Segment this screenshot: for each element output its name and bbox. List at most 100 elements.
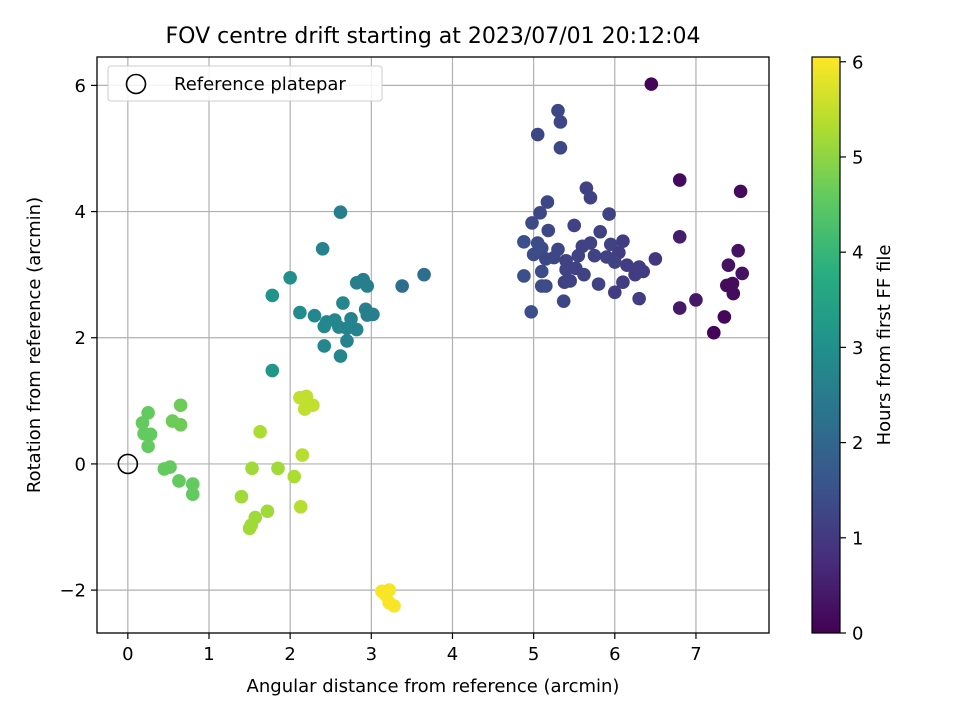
colorbar-tick-label: 0 [852, 624, 863, 645]
scatter-point [707, 325, 721, 340]
scatter-point [540, 195, 555, 209]
scatter-point [525, 216, 539, 230]
scatter-point [567, 218, 582, 233]
scatter-point [340, 334, 354, 348]
scatter-point [242, 521, 257, 536]
scatter-point [593, 224, 607, 239]
chart-title: FOV centre drift starting at 2023/07/01 … [166, 24, 701, 49]
colorbar-tick-label: 3 [852, 338, 863, 359]
x-tick-label: 4 [447, 644, 458, 665]
scatter-point [387, 599, 401, 613]
x-tick-label: 5 [528, 644, 539, 665]
grid [97, 57, 769, 633]
scatter-point [307, 308, 322, 323]
scatter-point [234, 489, 249, 504]
scatter-point [287, 469, 302, 484]
scatter-point [172, 474, 186, 488]
scatter-point [295, 448, 310, 462]
x-tick-label: 0 [122, 644, 133, 665]
scatter-point [539, 279, 553, 293]
x-tick-label: 2 [284, 644, 295, 665]
scatter-point [571, 248, 586, 263]
scatter-point [616, 234, 630, 249]
scatter-point [620, 258, 634, 272]
scatter-point [607, 255, 622, 269]
scatter-point [395, 279, 409, 293]
scatter-point [557, 275, 572, 290]
scatter-point [185, 477, 200, 491]
scatter-point [265, 363, 280, 378]
scatter-point [725, 276, 740, 291]
scatter-point [689, 293, 703, 307]
scatter-point [534, 264, 549, 279]
scatter-point [333, 205, 348, 219]
scatter-point [628, 267, 642, 282]
legend-reference-marker [125, 73, 147, 95]
x-axis-label: Angular distance from reference (arcmin) [247, 676, 620, 697]
scatter-point [360, 279, 375, 293]
scatter-point [648, 252, 663, 266]
scatter-point [271, 461, 285, 476]
scatter-point [141, 439, 155, 454]
scatter-point [293, 305, 307, 320]
scatter-point [173, 398, 188, 413]
scatter-point [260, 504, 275, 519]
scatter-point [297, 402, 312, 416]
scatter-point [587, 248, 602, 263]
scatter-point [583, 236, 598, 250]
scatter-point [530, 127, 545, 142]
reference-platepar-marker [117, 453, 139, 475]
scatter-point [672, 173, 687, 187]
scatter-points [135, 77, 750, 613]
colorbar-tick-label: 4 [852, 243, 863, 264]
scatter-point [283, 271, 297, 285]
colorbar-ticks: 0 1 2 3 4 5 6 [840, 52, 863, 645]
scatter-point [632, 291, 646, 306]
scatter-point [602, 207, 616, 221]
scatter-point [551, 103, 565, 118]
scatter-point [245, 461, 259, 476]
colorbar-gradient [811, 56, 841, 634]
scatter-point [672, 301, 687, 315]
scatter-point [517, 235, 531, 249]
scatter-point [644, 77, 659, 91]
y-axis-label: Rotation from reference (arcmin) [24, 197, 45, 493]
scatter-point [541, 223, 556, 238]
scatter-point [265, 288, 280, 303]
scatter-point [533, 206, 547, 220]
colorbar-tick-label: 2 [852, 433, 863, 454]
scatter-point [524, 305, 539, 319]
y-axis-ticks: −2 0 2 4 6 [59, 76, 97, 602]
scatter-point [735, 266, 750, 281]
x-tick-label: 6 [609, 644, 620, 665]
y-tick-label: 6 [75, 76, 86, 97]
scatter-point [526, 247, 541, 262]
x-tick-label: 3 [366, 644, 377, 665]
legend-box [107, 65, 383, 102]
scatter-point [293, 500, 308, 514]
scatter-point [607, 285, 622, 300]
scatter-point [366, 307, 380, 322]
legend: Reference platepar [107, 65, 383, 102]
scatter-point [253, 424, 267, 439]
scatter-point [553, 115, 568, 129]
x-tick-label: 7 [690, 644, 701, 665]
scatter-point [333, 349, 348, 363]
scatter-point [556, 294, 571, 308]
scatter-point [553, 141, 568, 155]
y-tick-label: 2 [75, 328, 86, 349]
scatter-point [163, 460, 177, 474]
colorbar: 0 1 2 3 4 5 6 Hours from first FF file [811, 52, 895, 645]
scatter-point [731, 243, 745, 258]
colorbar-label: Hours from first FF file [874, 245, 895, 446]
scatter-point [577, 267, 591, 282]
scatter-point [547, 250, 561, 265]
scatter-point [417, 267, 431, 282]
y-tick-label: −2 [59, 581, 86, 602]
scatter-point [336, 296, 350, 310]
x-tick-label: 1 [203, 644, 214, 665]
colorbar-tick-label: 6 [852, 52, 863, 73]
scatter-point [733, 184, 748, 199]
